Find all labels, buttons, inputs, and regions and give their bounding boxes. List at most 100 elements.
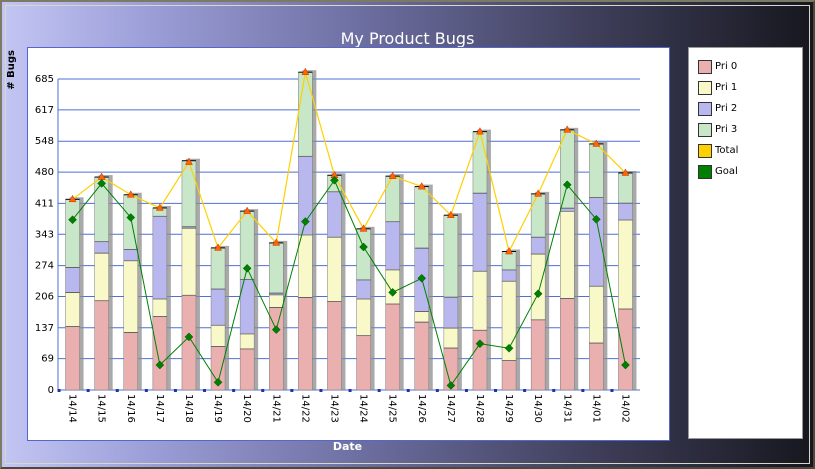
total-point	[592, 139, 601, 147]
x-tick-label: 14/29	[503, 394, 514, 423]
x-tick-mark	[319, 389, 323, 392]
legend: Pri 0 Pri 1 Pri 2 Pri 3 Total Goal	[688, 47, 803, 439]
x-tick-mark	[348, 389, 352, 392]
y-axis-label: # Bugs	[6, 50, 17, 90]
bar-segment	[210, 324, 226, 347]
goal-point	[300, 217, 310, 226]
bar-segment	[94, 241, 109, 254]
x-tick-mark	[610, 389, 614, 392]
x-tick-labels: 14/14 14/15 14/16 14/17 14/18 14/19 14/20 14/21…	[57, 389, 630, 423]
legend-label-total: Total	[715, 145, 739, 156]
total-point	[126, 190, 135, 198]
goal-point	[591, 214, 601, 224]
bar-segment	[618, 308, 633, 391]
legend-label-pri-2: Pri 2	[715, 103, 738, 114]
bar-segment	[356, 279, 371, 299]
goal-point	[68, 215, 77, 225]
legend-swatch-goal	[698, 165, 712, 179]
bar-segment	[239, 348, 255, 391]
bar-segment	[443, 327, 459, 349]
legend-swatch-total	[698, 144, 712, 158]
x-tick-label: 14/18	[183, 394, 194, 423]
bar-segment	[65, 292, 80, 327]
x-tick-mark	[552, 389, 556, 392]
bar-segment	[298, 234, 313, 298]
legend-label-pri-0: Pri 0	[715, 61, 738, 72]
bar-segment	[327, 301, 342, 391]
bar-segment	[123, 332, 138, 391]
bar-segment	[181, 227, 197, 296]
x-tick-mark	[57, 389, 61, 392]
goal-point	[359, 242, 368, 252]
x-tick-label: 14/17	[154, 394, 165, 423]
bar-segment	[530, 253, 546, 320]
x-tick-label: 14/16	[125, 394, 136, 423]
total-point	[417, 182, 426, 190]
x-tick-mark	[261, 389, 265, 392]
y-tick-labels: 0 69 137 206 274 343 411 480 548 617 685	[35, 74, 54, 396]
x-tick-mark	[523, 389, 527, 392]
bar-segment	[530, 193, 546, 238]
y-tick-label: 206	[35, 291, 54, 302]
bar-segment	[414, 311, 429, 323]
chart-frame-border	[5, 5, 810, 464]
x-tick-label: 14/26	[416, 394, 427, 423]
x-tick-label: 14/14	[67, 394, 78, 423]
bar-segment	[152, 215, 168, 299]
x-tick-label: 14/02	[619, 394, 630, 423]
bar-segment	[152, 316, 168, 391]
goal-point	[330, 175, 339, 185]
total-point	[388, 171, 397, 179]
goal-point	[155, 360, 165, 370]
x-tick-mark	[290, 389, 294, 392]
y-tick-label: 548	[35, 136, 54, 147]
bar-segment	[472, 270, 488, 331]
bar-segment	[589, 143, 604, 198]
goal-point	[533, 289, 543, 299]
total-point	[505, 246, 513, 255]
goal-point	[242, 263, 252, 273]
line-series	[68, 67, 630, 390]
legend-swatch-pri-0	[698, 60, 712, 74]
bar-segment	[356, 298, 371, 336]
bar-segment	[472, 131, 488, 194]
bar-segment	[501, 360, 517, 391]
bar-segment	[210, 288, 226, 326]
x-tick-mark	[115, 389, 119, 392]
goal-point	[621, 360, 630, 370]
bar-segment	[414, 321, 429, 391]
bar-segment	[560, 298, 575, 391]
bar-segment	[501, 269, 517, 282]
bar-segment	[530, 319, 546, 391]
x-tick-label: 14/28	[474, 394, 485, 423]
bar-segment	[443, 214, 459, 298]
bar-segment	[472, 192, 488, 272]
x-tick-mark	[173, 389, 177, 392]
bar-segment	[327, 191, 342, 238]
x-tick-mark	[464, 389, 468, 392]
total-point	[214, 243, 222, 251]
total-point	[185, 157, 193, 165]
legend-swatch-pri-2	[698, 102, 712, 116]
bar-segment	[530, 236, 546, 255]
y-tick-label: 0	[48, 385, 54, 396]
x-tick-label: 14/22	[299, 394, 310, 423]
goal-line	[72, 179, 626, 387]
x-tick-mark	[203, 389, 207, 392]
y-tick-label: 685	[35, 74, 54, 85]
y-tick-label: 617	[35, 105, 54, 116]
chart-title: My Product Bugs	[340, 29, 475, 48]
y-tick-label: 343	[35, 229, 54, 240]
legend-label-goal: Goal	[715, 166, 738, 177]
bar-segment	[589, 285, 604, 344]
bar-segment	[560, 210, 575, 299]
bar-segment	[385, 303, 400, 391]
x-tick-label: 14/31	[561, 394, 572, 423]
goal-point	[562, 180, 572, 190]
y-tick-label: 137	[35, 323, 54, 334]
bar-segment	[269, 294, 284, 308]
bar-segment	[443, 296, 459, 329]
total-point	[243, 206, 252, 214]
legend-swatch-pri-3	[698, 123, 712, 137]
goal-point	[271, 325, 281, 334]
